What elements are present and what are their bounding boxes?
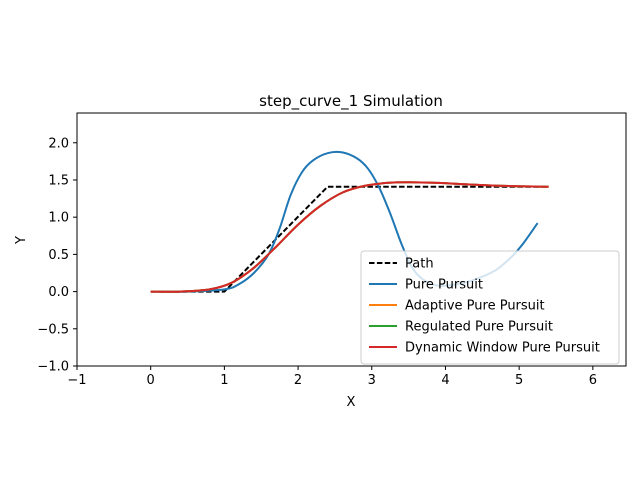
- legend-label-pure-pursuit: Pure Pursuit: [405, 278, 483, 293]
- x-tick-label: 3: [368, 373, 376, 388]
- x-tick-label: 4: [441, 373, 449, 388]
- y-tick-label: 1.0: [48, 211, 69, 226]
- y-tick-label: 2.0: [48, 136, 69, 151]
- series-line-dynamic-window-pure-pursuit: [150, 181, 549, 293]
- y-tick-label: 0.0: [48, 285, 69, 300]
- y-tick-label: 0.5: [48, 248, 69, 263]
- x-axis-label: X: [347, 395, 356, 410]
- legend-box: [360, 250, 620, 365]
- plot-frame: [76, 112, 627, 367]
- axes-layer: −1 0 1 2 3 4 5 6 −1.0 −0.5 0.0 0.5 1.0 1.5 2.0: [37, 112, 627, 388]
- legend-label-dynamic-window-pure-pursuit: Dynamic Window Pure Pursuit: [405, 341, 600, 356]
- y-tick-label: −1.0: [37, 360, 69, 375]
- x-tick-label: 5: [515, 373, 523, 388]
- legend-label-regulated-pure-pursuit: Regulated Pure Pursuit: [405, 320, 553, 335]
- legend-label-path: Path: [405, 257, 434, 272]
- x-tick-label: 2: [294, 373, 302, 388]
- y-axis-label: Y: [14, 236, 29, 245]
- chart-title: step_curve_1 Simulation: [259, 92, 443, 111]
- x-tick-label: 6: [589, 373, 597, 388]
- x-tick-label: 1: [220, 373, 228, 388]
- legend-label-adaptive-pure-pursuit: Adaptive Pure Pursuit: [405, 299, 545, 314]
- x-tick-label: −1: [67, 373, 86, 388]
- x-tick-label: 0: [147, 373, 155, 388]
- y-tick-label: 1.5: [48, 173, 69, 188]
- series-layer: [150, 150, 549, 293]
- y-tick-label: −0.5: [37, 322, 69, 337]
- legend: Path Pure Pursuit Adaptive Pure Pursuit Reg…: [360, 250, 620, 365]
